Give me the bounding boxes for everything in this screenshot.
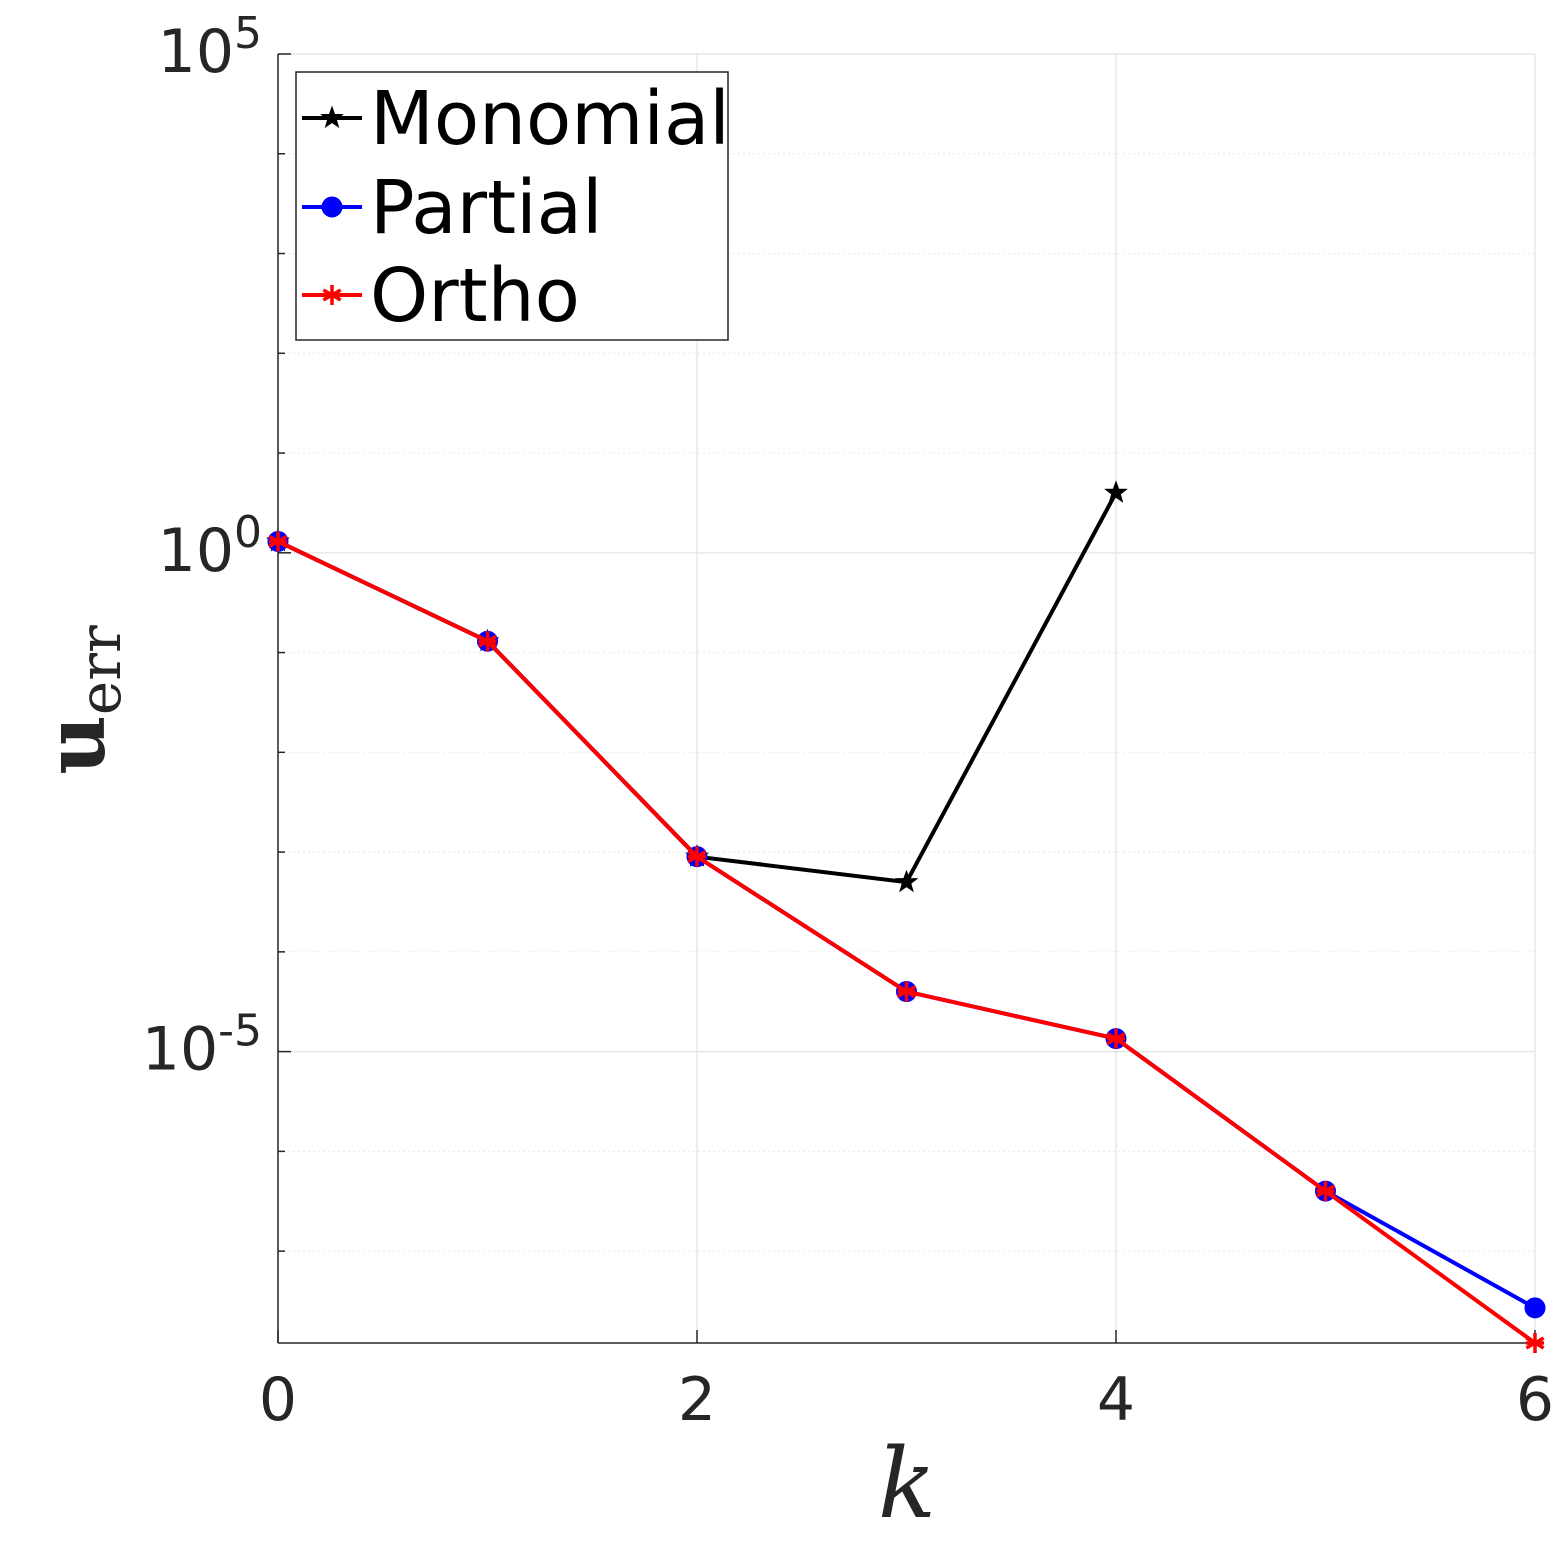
plot-series: [266, 480, 1546, 1353]
y-tick-label: 105: [158, 8, 262, 87]
marker-star-point: [894, 869, 919, 893]
x-axis-label: k: [878, 1428, 936, 1540]
y-tick-label-base: 10: [142, 1015, 218, 1085]
marker-star-legend: [320, 105, 344, 129]
y-tick-label-base: 10: [158, 516, 234, 586]
legend-label: Partial: [370, 165, 603, 251]
marker-asterisk-point: [1525, 1333, 1545, 1353]
marker-asterisk-point: [896, 981, 917, 1002]
x-tick-label: 6: [1516, 1365, 1554, 1435]
marker-asterisk-point: [687, 846, 707, 867]
legend-entry-monomial: Monomial: [302, 76, 730, 162]
legend-box: [295, 71, 729, 341]
marker-asterisk-point: [1315, 1181, 1336, 1202]
series-ortho: [268, 531, 1545, 1353]
axes: [277, 53, 1536, 1344]
y-tick-label: 100: [158, 507, 262, 586]
y-tick-label: 10-5: [142, 1006, 262, 1085]
legend-label: Monomial: [370, 76, 730, 162]
y-axis-label-sub: err: [66, 625, 134, 715]
y-tick-label-exponent: 0: [234, 507, 262, 558]
y-tick-label-base: 10: [158, 17, 234, 87]
marker-asterisk-point: [1106, 1028, 1126, 1049]
legend-entry-partial: Partial: [302, 165, 603, 251]
y-axis-label: uerr: [28, 625, 134, 775]
series-line: [277, 539, 1536, 1310]
y-tick-label-exponent: 5: [234, 8, 262, 59]
y-tick-label-exponent: -5: [218, 1006, 262, 1057]
marker-circle-point: [1524, 1297, 1546, 1319]
x-tick-label: 4: [1097, 1365, 1135, 1435]
marker-star-point: [1104, 480, 1128, 503]
legend-label: Ortho: [370, 253, 580, 339]
legend-entry-ortho: Ortho: [302, 253, 580, 339]
series-partial: [267, 530, 1546, 1319]
y-axis-label-main: u: [28, 715, 124, 775]
svg-text:uerr: uerr: [28, 625, 134, 775]
series-line: [277, 539, 1537, 1345]
marker-asterisk-legend: [322, 285, 342, 305]
x-tick-label: 2: [678, 1365, 716, 1435]
x-tick-label: 0: [259, 1365, 297, 1435]
marker-circle-legend: [321, 196, 343, 218]
marker-asterisk-point: [477, 631, 498, 652]
marker-asterisk-point: [268, 531, 288, 552]
